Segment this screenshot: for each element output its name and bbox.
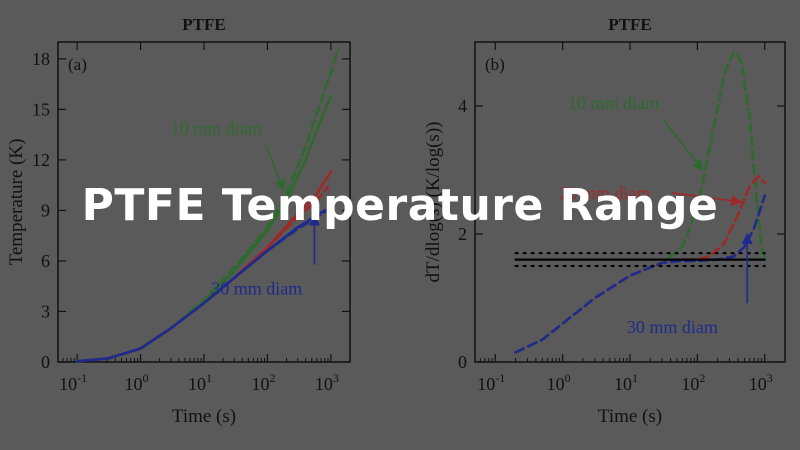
annotation-label: 30 mm diam bbox=[627, 317, 718, 337]
y-axis-label: dT/dlog(s) (K/log(s)) bbox=[423, 122, 444, 283]
x-tick-label: 100 bbox=[125, 371, 149, 394]
x-tick-label: 10-1 bbox=[59, 371, 87, 394]
y-tick-label: 2 bbox=[458, 224, 467, 244]
annotation-label: 30 mm diam bbox=[211, 279, 302, 299]
annotation-label: 10 mm diam bbox=[171, 119, 262, 139]
y-tick-label: 4 bbox=[458, 96, 467, 116]
series-line-red-dashed bbox=[75, 185, 330, 363]
y-axis-label: Temperature (K) bbox=[6, 139, 27, 266]
y-tick-label: 18 bbox=[32, 49, 50, 69]
series-line-blue-dashed bbox=[514, 194, 766, 354]
annotation-label: 20 mm diam bbox=[560, 183, 651, 203]
plot-frame bbox=[57, 41, 351, 363]
series-line-red-solid bbox=[75, 170, 333, 363]
y-tick-label: 12 bbox=[32, 150, 50, 170]
panel-label: (a) bbox=[68, 55, 87, 74]
x-tick-label: 101 bbox=[188, 371, 212, 394]
y-tick-label: 0 bbox=[458, 352, 467, 372]
x-tick-label: 102 bbox=[681, 371, 705, 394]
y-tick-label: 9 bbox=[41, 200, 50, 220]
series-line-blue-dashed bbox=[75, 210, 327, 363]
x-tick-label: 101 bbox=[614, 371, 638, 394]
annotation-arrow bbox=[662, 118, 704, 171]
x-axis-label: Time (s) bbox=[172, 406, 236, 427]
panel-label: (b) bbox=[485, 55, 505, 74]
chart-title: PTFE bbox=[182, 15, 225, 34]
annotation-arrow bbox=[671, 192, 743, 207]
x-tick-label: 10-1 bbox=[477, 371, 505, 394]
x-tick-label: 102 bbox=[251, 371, 275, 394]
chart-title: PTFE bbox=[608, 15, 651, 34]
x-axis-label: Time (s) bbox=[598, 406, 662, 427]
x-tick-label: 100 bbox=[547, 371, 571, 394]
x-tick-label: 103 bbox=[749, 371, 773, 394]
y-tick-label: 6 bbox=[41, 251, 50, 271]
annotation-label: 10 mm diam bbox=[568, 93, 659, 113]
x-tick-label: 103 bbox=[315, 371, 339, 394]
y-tick-label: 3 bbox=[41, 301, 50, 321]
y-tick-label: 15 bbox=[32, 99, 50, 119]
annotation-arrow bbox=[265, 144, 286, 192]
y-tick-label: 0 bbox=[41, 352, 50, 372]
series-line-green-dashed bbox=[75, 47, 340, 363]
